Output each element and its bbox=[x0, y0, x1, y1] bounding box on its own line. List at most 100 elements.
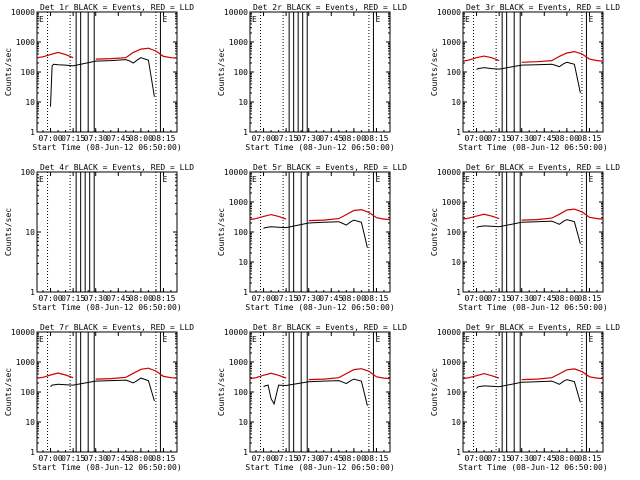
detector-panel-7: Det 7r BLACK = Events, RED = LLD E E 1 10 100… bbox=[4, 323, 194, 472]
x-tick-label: 08:15 bbox=[364, 294, 388, 303]
marker-label-right: E bbox=[162, 175, 167, 184]
y-tick-label: 1 bbox=[30, 128, 35, 137]
x-tick-label: 08:15 bbox=[364, 134, 388, 143]
x-tick-label: 08:00 bbox=[129, 134, 153, 143]
marker-label-left: E bbox=[465, 335, 470, 344]
y-tick-label: 10 bbox=[238, 418, 248, 427]
x-tick-label: 07:30 bbox=[297, 454, 321, 463]
y-tick-label: 10000 bbox=[224, 328, 248, 337]
x-axis-label: Start Time (08-Jun-12 06:50:00) bbox=[32, 143, 181, 152]
events-series-line bbox=[263, 378, 368, 406]
x-tick-label: 07:45 bbox=[532, 294, 556, 303]
marker-label-left: E bbox=[465, 15, 470, 24]
y-axis-label: Counts/sec bbox=[4, 48, 13, 96]
x-tick-label: 07:00 bbox=[465, 134, 489, 143]
y-axis-label: Counts/sec bbox=[430, 48, 439, 96]
x-tick-label: 07:00 bbox=[252, 294, 276, 303]
events-series-line bbox=[476, 379, 581, 403]
y-tick-label: 1 bbox=[30, 288, 35, 297]
events-series-line bbox=[476, 219, 581, 245]
x-tick-label: 07:45 bbox=[106, 294, 130, 303]
x-tick-label: 07:45 bbox=[532, 454, 556, 463]
y-tick-label: 1 bbox=[243, 288, 248, 297]
marker-label-right: E bbox=[375, 175, 380, 184]
y-axis-label: Counts/sec bbox=[217, 368, 226, 416]
x-tick-label: 07:45 bbox=[106, 454, 130, 463]
y-tick-label: 100 bbox=[21, 388, 36, 397]
y-tick-label: 10000 bbox=[224, 8, 248, 17]
y-axis-label: Counts/sec bbox=[217, 48, 226, 96]
x-tick-label: 07:45 bbox=[319, 134, 343, 143]
x-tick-label: 07:30 bbox=[297, 134, 321, 143]
x-axis-label: Start Time (08-Jun-12 06:50:00) bbox=[32, 303, 181, 312]
y-tick-label: 10 bbox=[451, 98, 461, 107]
y-tick-label: 10000 bbox=[11, 328, 35, 337]
events-series-line bbox=[263, 219, 368, 248]
x-tick-label: 07:30 bbox=[510, 134, 534, 143]
detector-panel-4: Det 4r BLACK = Events, RED = LLD E E 1 10 100… bbox=[4, 163, 194, 312]
detector-panel-9: Det 9r BLACK = Events, RED = LLD E E 1 10 100… bbox=[430, 323, 620, 472]
y-tick-label: 1 bbox=[456, 288, 461, 297]
panel-title: Det 3r BLACK = Events, RED = LLD bbox=[466, 3, 620, 12]
detector-panel-2: Det 2r BLACK = Events, RED = LLD E E 1 10 100… bbox=[217, 3, 407, 152]
x-tick-label: 07:00 bbox=[465, 454, 489, 463]
y-tick-label: 10000 bbox=[437, 8, 461, 17]
marker-label-left: E bbox=[252, 335, 257, 344]
y-tick-label: 100 bbox=[234, 68, 249, 77]
lld-series-line bbox=[462, 55, 500, 62]
x-tick-label: 07:15 bbox=[487, 454, 511, 463]
detector-panel-5: Det 5r BLACK = Events, RED = LLD E E 1 10 100… bbox=[217, 163, 407, 312]
y-tick-label: 1 bbox=[30, 448, 35, 457]
lld-series-line bbox=[462, 372, 500, 380]
panel-title: Det 5r BLACK = Events, RED = LLD bbox=[253, 163, 407, 172]
y-tick-label: 10 bbox=[25, 228, 35, 237]
y-tick-label: 1000 bbox=[442, 198, 461, 207]
x-tick-label: 08:15 bbox=[577, 134, 601, 143]
x-tick-label: 07:30 bbox=[510, 454, 534, 463]
lld-series-line bbox=[249, 372, 287, 380]
y-tick-label: 1000 bbox=[229, 358, 248, 367]
x-tick-label: 08:00 bbox=[342, 454, 366, 463]
events-series-line bbox=[50, 57, 155, 107]
y-tick-label: 1000 bbox=[229, 198, 248, 207]
y-tick-label: 1 bbox=[243, 448, 248, 457]
x-tick-label: 07:15 bbox=[274, 134, 298, 143]
x-axis-label: Start Time (08-Jun-12 06:50:00) bbox=[245, 143, 394, 152]
marker-label-left: E bbox=[252, 15, 257, 24]
x-tick-label: 08:00 bbox=[342, 294, 366, 303]
lld-series-line bbox=[308, 208, 391, 222]
x-axis-label: Start Time (08-Jun-12 06:50:00) bbox=[32, 463, 181, 472]
lld-series-line bbox=[95, 367, 178, 380]
panel-title: Det 9r BLACK = Events, RED = LLD bbox=[466, 323, 620, 332]
marker-label-left: E bbox=[39, 335, 44, 344]
y-tick-label: 10000 bbox=[224, 168, 248, 177]
x-tick-label: 08:15 bbox=[577, 454, 601, 463]
x-tick-label: 07:45 bbox=[106, 134, 130, 143]
events-series-line bbox=[476, 61, 581, 94]
x-tick-label: 07:30 bbox=[297, 294, 321, 303]
y-tick-label: 100 bbox=[447, 228, 462, 237]
x-tick-label: 07:30 bbox=[84, 294, 108, 303]
marker-label-right: E bbox=[588, 175, 593, 184]
x-tick-label: 07:00 bbox=[39, 134, 63, 143]
panel-title: Det 6r BLACK = Events, RED = LLD bbox=[466, 163, 620, 172]
y-tick-label: 100 bbox=[234, 388, 249, 397]
y-tick-label: 1000 bbox=[442, 38, 461, 47]
y-tick-label: 100 bbox=[447, 68, 462, 77]
x-tick-label: 07:30 bbox=[84, 454, 108, 463]
panel-title: Det 4r BLACK = Events, RED = LLD bbox=[40, 163, 194, 172]
detector-panel-1: Det 1r BLACK = Events, RED = LLD E E 1 10 100… bbox=[4, 3, 194, 152]
x-tick-label: 07:00 bbox=[252, 134, 276, 143]
y-tick-label: 10000 bbox=[11, 8, 35, 17]
x-axis-label: Start Time (08-Jun-12 06:50:00) bbox=[458, 463, 607, 472]
lld-series-line bbox=[521, 50, 604, 63]
x-tick-label: 07:15 bbox=[487, 134, 511, 143]
y-tick-label: 1 bbox=[243, 128, 248, 137]
y-axis-label: Counts/sec bbox=[4, 208, 13, 256]
y-tick-label: 1000 bbox=[442, 358, 461, 367]
panel-title: Det 8r BLACK = Events, RED = LLD bbox=[253, 323, 407, 332]
marker-label-right: E bbox=[162, 15, 167, 24]
y-tick-label: 10 bbox=[25, 98, 35, 107]
detector-panel-8: Det 8r BLACK = Events, RED = LLD E E 1 10 100… bbox=[217, 323, 407, 472]
y-tick-label: 1000 bbox=[229, 38, 248, 47]
